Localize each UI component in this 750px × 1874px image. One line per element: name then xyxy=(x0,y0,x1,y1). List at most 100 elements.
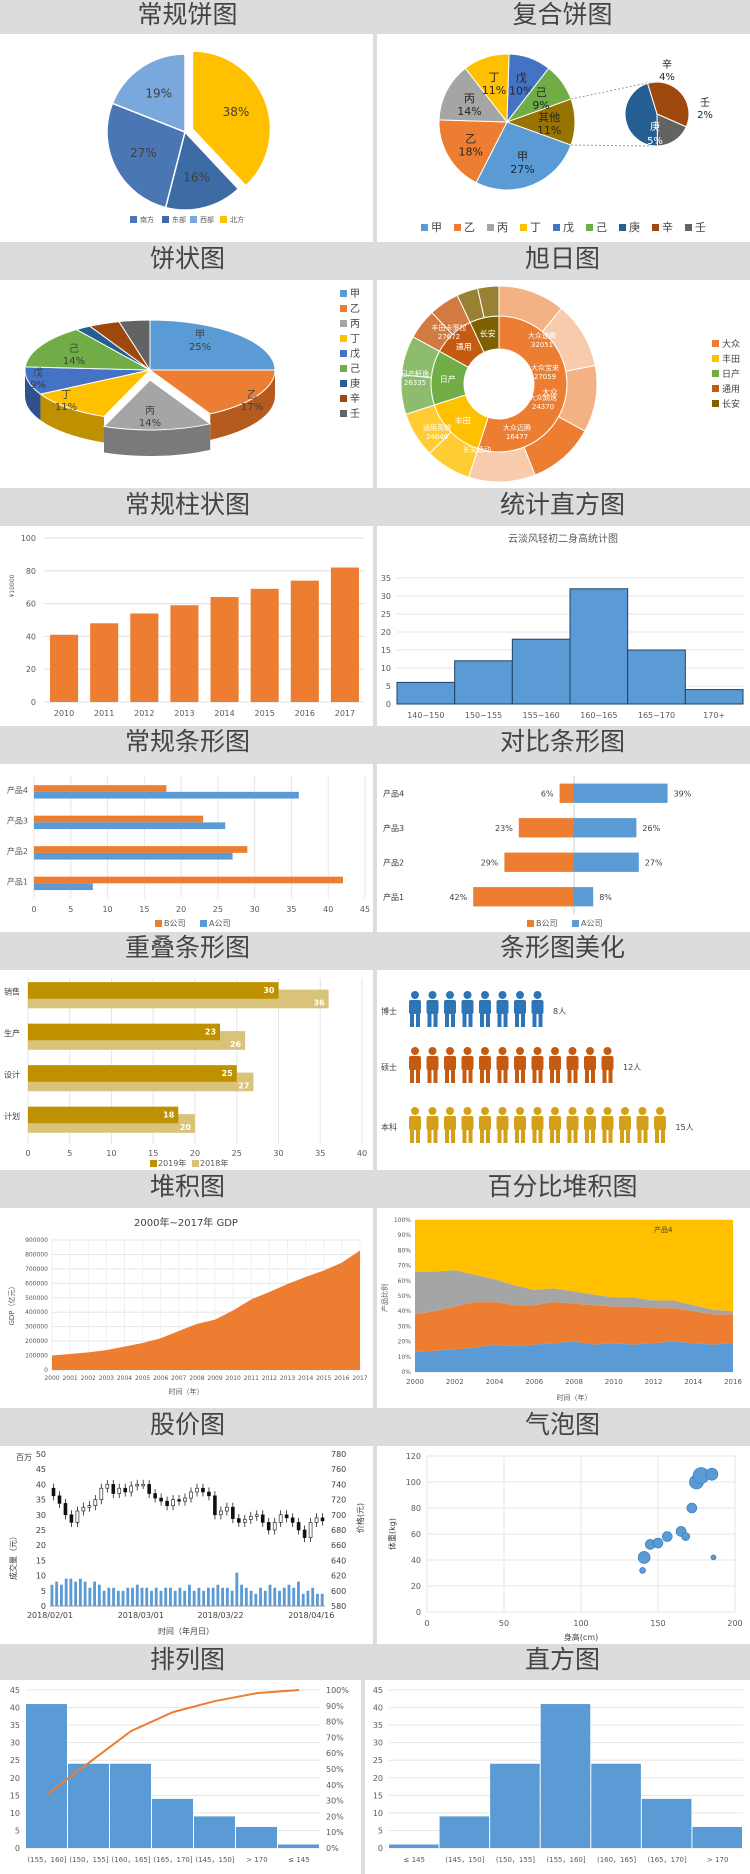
title-pie3d: 饼状图 xyxy=(149,244,225,273)
tick-label: 2004 xyxy=(486,1378,504,1386)
person-icon-part xyxy=(515,1129,519,1143)
slice-pct: 2% xyxy=(697,110,713,121)
tick-label: 165~170 xyxy=(638,711,675,720)
tick-label: 20 xyxy=(10,1774,20,1783)
tick-label: 2002 xyxy=(446,1378,464,1386)
bar xyxy=(90,623,119,702)
slice-pct: 25% xyxy=(189,342,211,353)
cumulative-line xyxy=(46,1689,300,1796)
candle-body xyxy=(284,1514,289,1519)
person-icon-part xyxy=(463,1047,472,1055)
person-icon-part xyxy=(514,1056,526,1070)
tick-label: (155，160] xyxy=(27,1856,66,1864)
value-label: 8人 xyxy=(553,1007,566,1016)
bar xyxy=(396,681,456,705)
bar-B xyxy=(34,876,343,884)
bar xyxy=(692,1826,742,1848)
tick-label: (155，160] xyxy=(546,1856,585,1864)
tick-label: 2017 xyxy=(335,709,355,718)
legend-label: 东部 xyxy=(172,215,186,224)
tick-label: 30% xyxy=(326,1797,344,1806)
volume-bar xyxy=(259,1587,262,1606)
legend-label: 2019年 xyxy=(158,1158,186,1168)
tick-label: 2009 xyxy=(207,1375,222,1382)
person-icon-part xyxy=(532,1129,537,1143)
tick-label: 35 xyxy=(381,574,391,583)
person-icon-part xyxy=(468,1013,473,1027)
person-icon-part xyxy=(496,1000,509,1014)
tick-label: 40 xyxy=(10,1704,20,1713)
person-icon-part xyxy=(538,1129,543,1143)
pie-slice-壬 xyxy=(118,319,151,372)
person-icon-part xyxy=(416,1069,420,1083)
title-overlap: 重叠条形图 xyxy=(124,933,250,962)
person-icon-part xyxy=(608,1129,613,1143)
tick-label: 2008 xyxy=(189,1375,204,1382)
volume-bar xyxy=(221,1587,225,1606)
pie-slice-丙 xyxy=(102,379,212,431)
candle-body xyxy=(123,1487,128,1493)
slice-name: 乙 xyxy=(465,132,476,145)
person-icon-part xyxy=(584,1056,596,1070)
person-icon-part xyxy=(411,1107,419,1115)
person-icon-part xyxy=(462,1069,467,1083)
pie-slice-北方 xyxy=(111,53,186,134)
sunburst-outer xyxy=(477,285,500,319)
tick-label: 15 xyxy=(381,646,391,655)
tick-label: 2008 xyxy=(565,1378,583,1386)
person-icon-part xyxy=(602,1069,607,1083)
category-label: 产品3 xyxy=(383,823,404,833)
tick-label: 500000 xyxy=(25,1295,48,1302)
tick-label: 15 xyxy=(139,905,149,914)
legend-swatch xyxy=(712,355,719,362)
slice-pct: 18% xyxy=(458,145,482,158)
person-icon xyxy=(549,1047,561,1083)
category-label: 产品1 xyxy=(383,892,404,902)
legend-swatch xyxy=(572,920,579,927)
title-compound-pie: 复合饼图 xyxy=(512,0,613,29)
tick-label: 30 xyxy=(273,1149,283,1158)
tick-label: 2010 xyxy=(54,709,74,718)
person-icon-part xyxy=(573,1069,578,1083)
value-label: 29% xyxy=(481,859,499,868)
bar-A xyxy=(574,887,594,907)
volume-bar xyxy=(69,1578,73,1606)
tick-label: 20% xyxy=(326,1812,344,1821)
tick-label: 200 xyxy=(727,1619,742,1628)
person-icon-part xyxy=(568,1047,577,1055)
sunburst-outer-label: 大众朗逸 xyxy=(529,393,557,402)
person-icon-part xyxy=(636,1116,649,1130)
bubble-chart: 0 20 40 60 80 100 120 0 50 100 150 200 身高(cm) 体重(kg) xyxy=(387,1452,743,1642)
sunburst-label: 丰田 xyxy=(455,415,471,425)
bar xyxy=(152,1798,193,1848)
value-label: 30 xyxy=(263,986,275,995)
tick-label: 2000 xyxy=(406,1378,424,1386)
person-icon xyxy=(479,991,491,1027)
tick-label: 35 xyxy=(315,1149,325,1158)
bar xyxy=(569,588,629,705)
tick-label: 80% xyxy=(326,1718,344,1727)
tick-label: 2014 xyxy=(298,1375,313,1382)
value-label: 27% xyxy=(645,859,663,868)
title-stacked: 堆积图 xyxy=(149,1172,225,1201)
person-icon-part xyxy=(427,1013,432,1027)
tick-label: (150，155] xyxy=(69,1856,108,1864)
tick-label: 800000 xyxy=(25,1251,48,1258)
slice-name: 戊 xyxy=(33,367,43,379)
legend-swatch xyxy=(712,340,719,347)
tick-label: 2001 xyxy=(62,1375,77,1382)
volume-bar xyxy=(292,1587,296,1606)
volume-bar xyxy=(55,1581,59,1606)
sunburst-outer-value: 32051 xyxy=(531,341,553,349)
candle-body xyxy=(314,1517,319,1523)
slice-name: 丁 xyxy=(61,390,71,401)
slice-pct: 5% xyxy=(647,136,663,147)
tick-label: 0 xyxy=(44,1367,48,1374)
tick-label: 2016 xyxy=(295,709,315,718)
candle-body xyxy=(183,1497,187,1502)
sunburst-outer-value: 24649 xyxy=(426,433,448,441)
slice-name: 庚 xyxy=(650,120,660,133)
tick-label: 2012 xyxy=(262,1375,277,1382)
volume-bar xyxy=(173,1590,177,1606)
